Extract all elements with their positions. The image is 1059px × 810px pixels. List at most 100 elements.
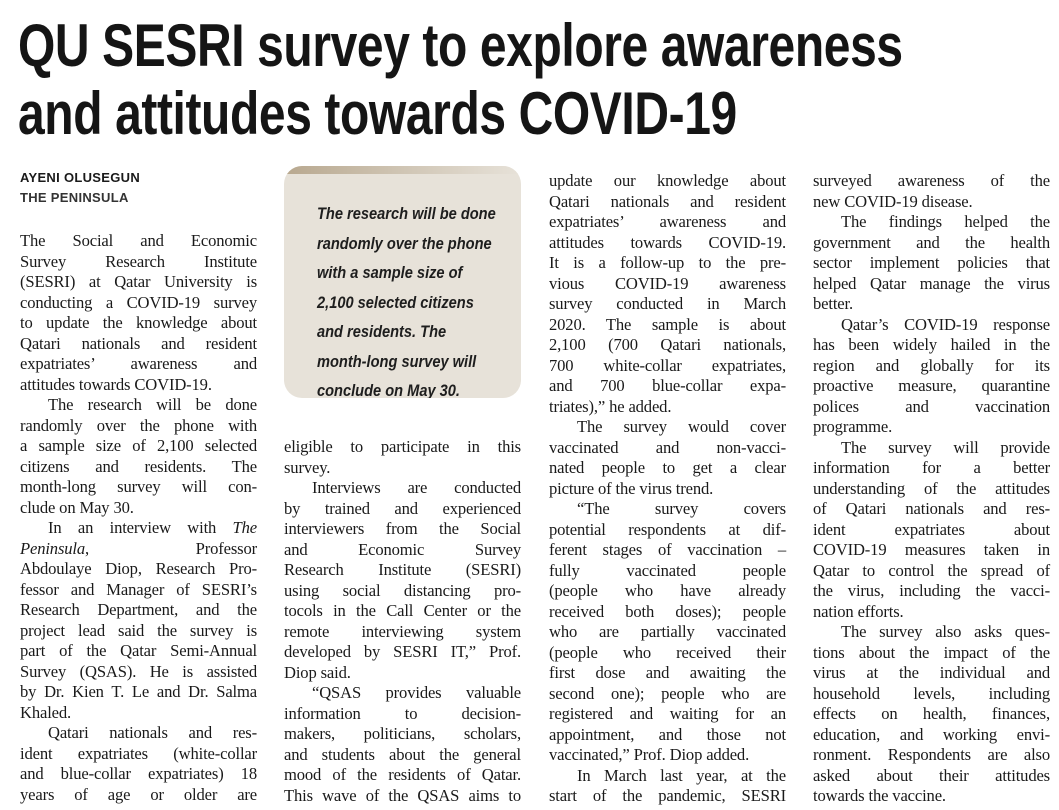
text-line: 2020. The sample is about: [549, 314, 786, 334]
text-line: survey conducted in March: [549, 294, 786, 313]
text-line: by Dr. Kien T. Le and Dr. Salma: [20, 682, 257, 701]
publication-name: THE PENINSULA: [20, 190, 129, 205]
paragraph: The findings helped the government and th…: [813, 212, 1050, 315]
text-line: programme.: [813, 417, 893, 436]
text-line: fessor and Manager of SESRI’s: [20, 579, 257, 599]
text-line: asked about their attitudes: [813, 765, 1050, 785]
text-line: makers, politicians, scholars,: [284, 724, 521, 743]
text-line: has been widely hailed in the: [813, 335, 1050, 354]
text-line: attitudes towards COVID-19.: [20, 374, 212, 394]
text-line: registered and waiting for an: [549, 704, 786, 723]
pull-quote-line: month-long survey will: [317, 351, 477, 371]
text-line: survey.: [284, 457, 331, 477]
text-line: expatriates’ awareness and: [549, 212, 786, 231]
text-line: government and the health: [813, 232, 1050, 252]
pull-quote-accent-bar: [284, 166, 521, 174]
text-line: Research Department, and the: [20, 600, 257, 619]
text-line: towards the vaccine.: [813, 786, 946, 805]
text-segment: In an interview with: [48, 518, 233, 537]
text-line: years of age or older are: [20, 784, 257, 804]
text-line: vaccinated,” Prof. Diop added.: [549, 745, 750, 764]
pull-quote-line: conclude on May 30.: [317, 381, 460, 398]
paragraph: The survey would cover vaccinated and non…: [549, 417, 786, 499]
text-line: Qatari nationals and res-: [48, 723, 257, 742]
text-line: The Social and Economic: [20, 231, 257, 250]
text-line: The survey will provide: [841, 437, 1050, 457]
text-line: 700 white-collar expatriates,: [549, 355, 786, 375]
italic-text: The: [232, 518, 258, 537]
text-line: and blue-collar expatriates) 18: [20, 764, 257, 783]
text-line: eligible to participate in this: [284, 437, 521, 456]
text-line: vaccinated and non-vacci-: [549, 437, 786, 457]
pull-quote-line: 2,100 selected citizens: [317, 292, 474, 312]
text-line: helped Qatar manage the virus: [813, 273, 1050, 293]
text-line: triates),” he added.: [549, 396, 672, 416]
text-line: project lead said the survey is: [20, 620, 257, 640]
text-line: It is a follow-up to the pre-: [549, 253, 786, 272]
text-line: clude on May 30.: [20, 497, 134, 517]
text-line: month-long survey will con-: [20, 477, 257, 496]
pull-quote-line: and residents. The: [317, 322, 447, 341]
text-line: sector implement policies that: [813, 253, 1050, 272]
text-line: region and globally for its: [813, 355, 1050, 375]
paragraph: In an interview with The Peninsula, Profe…: [20, 518, 257, 723]
pull-quote-text: The research will be done randomly over t…: [317, 199, 496, 398]
text-line: Khaled.: [20, 702, 72, 722]
text-line: using social distancing pro-: [284, 580, 521, 600]
text-line: The survey also asks ques-: [841, 622, 1050, 641]
paragraph: In March last year, at the start of the p…: [549, 766, 786, 807]
text-line: household levels, including: [813, 683, 1050, 703]
text-segment: , Professor: [85, 538, 257, 558]
article-column-3: update our knowledge about Qatari nationa…: [549, 171, 786, 807]
text-line: Abdoulaye Diop, Research Pro-: [20, 559, 257, 578]
text-line: nation efforts.: [813, 601, 904, 621]
text-line: developed by SESRI IT,” Prof.: [284, 642, 521, 661]
text-line: polices and vaccination: [813, 396, 1050, 416]
text-line: In March last year, at the: [577, 765, 786, 785]
text-line: received both doses); people: [549, 601, 786, 621]
text-line: the virus, including the vacci-: [813, 581, 1050, 600]
text-line: by trained and experienced: [284, 498, 521, 518]
pull-quote-line: with a sample size of: [317, 263, 463, 282]
text-line: Survey Research Institute: [20, 251, 257, 271]
paragraph: “QSAS provides valuable information to de…: [284, 683, 521, 806]
article-column-1: The Social and Economic Survey Research I…: [20, 231, 257, 805]
text-line: understanding of the attitudes: [813, 478, 1050, 498]
text-line: Qatar’s COVID-19 response: [841, 314, 1050, 334]
text-line: ferent stages of vaccination –: [549, 540, 786, 559]
paragraph: update our knowledge about Qatari nationa…: [549, 171, 786, 417]
text-line: “The survey covers: [577, 499, 786, 518]
text-line: picture of the virus trend.: [549, 478, 714, 498]
pull-quote-line: The research will be done: [317, 204, 496, 223]
text-line: citizens and residents. The: [20, 456, 257, 476]
text-line: information for a better: [813, 458, 1050, 477]
headline-line-2: and attitudes towards COVID-19: [18, 80, 737, 147]
text-line: second one); people who are: [549, 683, 786, 703]
text-line: a sample size of 2,100 selected: [20, 436, 257, 455]
text-line: 2,100 (700 Qatari nationals,: [549, 335, 786, 354]
text-line: Research Institute (SESRI): [284, 560, 521, 579]
byline: AYENI OLUSEGUN THE PENINSULA: [20, 168, 140, 208]
text-line: This wave of the QSAS aims to: [284, 785, 521, 805]
headline-line-1: QU SESRI survey to explore awareness: [18, 12, 903, 79]
text-line: Survey (QSAS). He is assisted: [20, 661, 257, 681]
text-line: Interviews are conducted: [312, 478, 521, 497]
text-line: Diop said.: [284, 662, 351, 682]
text-line: first dose and awaiting the: [549, 663, 786, 682]
text-line: COVID-19 measures taken in: [813, 540, 1050, 559]
text-line: and 700 blue-collar expa-: [549, 376, 786, 395]
text-line: to update the knowledge about: [20, 313, 257, 332]
text-line: ronment. Respondents are also: [813, 745, 1050, 764]
paragraph: Qatari nationals and res-ident expatriat…: [20, 723, 257, 805]
text-line: The survey would cover: [577, 417, 786, 436]
text-line: (SESRI) at Qatar University is: [20, 272, 257, 291]
text-line: “QSAS provides valuable: [312, 683, 521, 702]
paragraph: Qatar’s COVID-19 response has been widely…: [813, 315, 1050, 438]
text-line: Peninsula, Professor: [20, 539, 257, 560]
text-line: expatriates’ awareness and: [20, 354, 257, 373]
text-line: who are partially vaccinated: [549, 622, 786, 641]
text-line: Qatari nationals and resident: [20, 333, 257, 353]
article-column-4: surveyed awareness of the new COVID-19 di…: [813, 171, 1050, 807]
paragraph: The Social and Economic Survey Research I…: [20, 231, 257, 395]
paragraph: Interviews are conducted by trained and e…: [284, 478, 521, 683]
